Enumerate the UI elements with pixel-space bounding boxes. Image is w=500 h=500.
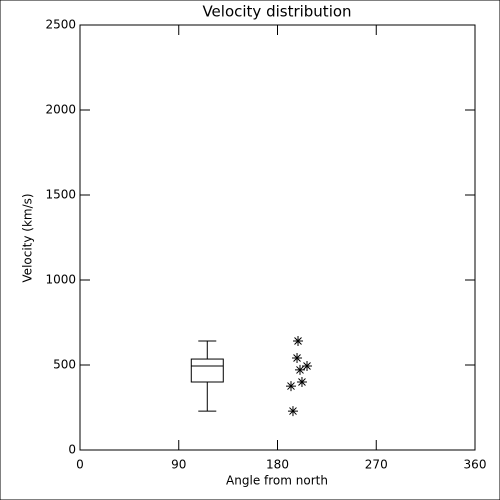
x-tick-label: 270: [365, 458, 388, 472]
x-axis-title: Angle from north: [226, 474, 328, 488]
point: [296, 377, 307, 387]
x-tick-label: 360: [464, 458, 487, 472]
x-tick-label: 180: [266, 458, 289, 472]
y-tick-label: 0: [68, 443, 76, 457]
x-tick-label: 0: [76, 458, 84, 472]
point: [302, 361, 313, 372]
point: [287, 406, 298, 417]
y-tick-label: 2000: [45, 103, 76, 117]
point: [293, 336, 304, 347]
chart-title: Velocity distribution: [202, 3, 351, 21]
box: [190, 358, 224, 383]
y-tick-label: 1000: [45, 273, 76, 287]
y-tick-label: 1500: [45, 188, 76, 202]
point: [294, 364, 305, 375]
point: [292, 353, 303, 364]
y-tick-label: 2500: [45, 18, 76, 32]
point: [285, 381, 296, 392]
x-tick-label: 90: [171, 458, 186, 472]
y-axis-title: Velocity (km/s): [21, 193, 35, 282]
y-tick-label: 500: [53, 358, 76, 372]
